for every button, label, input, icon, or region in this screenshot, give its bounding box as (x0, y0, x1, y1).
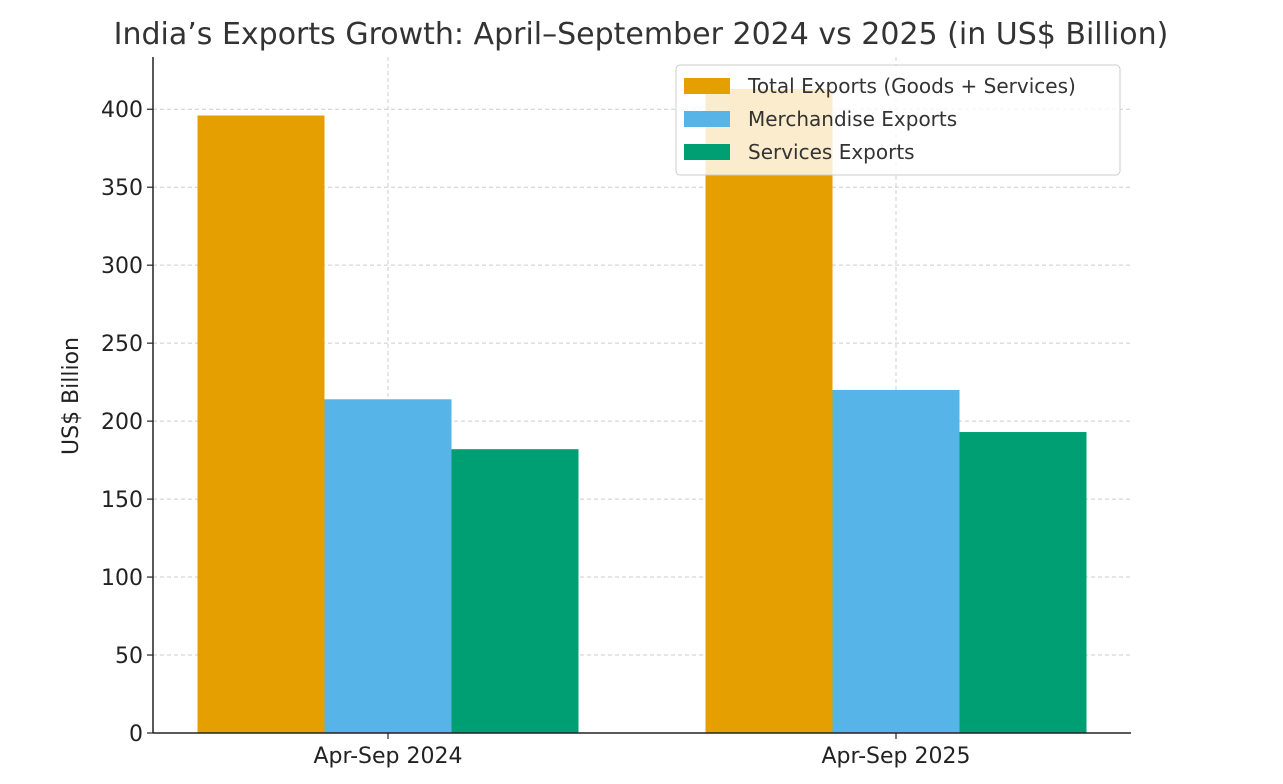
legend-label: Services Exports (748, 140, 915, 164)
legend-swatch (684, 111, 730, 127)
legend-swatch (684, 78, 730, 94)
y-tick-label: 350 (101, 176, 143, 201)
chart-title: India’s Exports Growth: April–September … (114, 17, 1169, 52)
bar-0-1 (705, 88, 833, 733)
y-tick-label: 400 (101, 98, 143, 123)
bar-1-1 (832, 389, 960, 733)
bar-2-1 (959, 432, 1087, 733)
legend-box (675, 64, 1121, 176)
y-tick-label: 50 (115, 644, 143, 669)
legend-label: Merchandise Exports (748, 107, 957, 131)
y-tick-label: 150 (101, 488, 143, 513)
bar-1-0 (324, 399, 452, 733)
x-tick-label: Apr-Sep 2024 (313, 744, 462, 769)
legend-label: Total Exports (Goods + Services) (747, 74, 1076, 98)
legend: Total Exports (Goods + Services) Merchand… (675, 64, 1121, 176)
y-tick-label: 250 (101, 332, 143, 357)
x-tick-labels: Apr-Sep 2024 Apr-Sep 2025 (313, 744, 970, 769)
y-tick-labels: 0 50 100 150 200 250 300 350 400 (101, 98, 143, 747)
x-tick-label: Apr-Sep 2025 (821, 744, 970, 769)
y-axis-label: US$ Billion (59, 337, 84, 455)
bars (197, 88, 1087, 733)
bar-0-0 (197, 115, 325, 733)
y-tick-label: 0 (129, 722, 143, 747)
bar-2-0 (451, 449, 579, 733)
y-tick-label: 100 (101, 566, 143, 591)
y-tick-label: 300 (101, 254, 143, 279)
y-tick-label: 200 (101, 410, 143, 435)
legend-swatch (684, 144, 730, 160)
axes (147, 57, 1131, 739)
